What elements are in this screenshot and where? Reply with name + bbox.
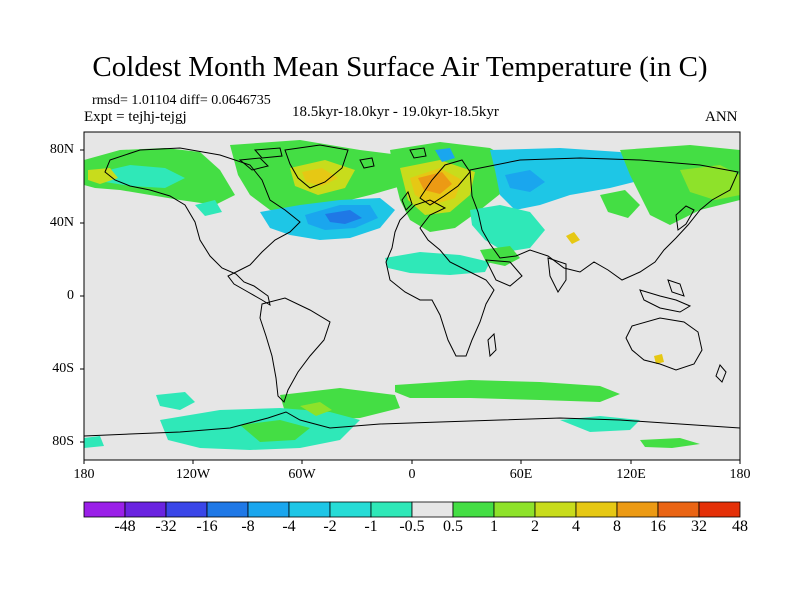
anomaly-region (490, 148, 660, 210)
anomaly-region (680, 165, 740, 200)
lon-label-120e: 120E (616, 467, 646, 482)
coastlines (84, 144, 740, 437)
anomaly-region (505, 170, 545, 192)
colorbar-label: -2 (323, 518, 337, 535)
lon-label-180e: 180 (729, 467, 751, 482)
colorbar-swatch (452, 501, 495, 518)
anomaly-region (600, 190, 640, 218)
colorbar-label: 32 (691, 518, 707, 535)
lon-label-60w: 60W (288, 467, 316, 482)
lon-label-120w: 120W (175, 467, 211, 482)
colorbar-label: -1 (364, 518, 378, 535)
colorbar-label: 16 (650, 518, 666, 535)
anomaly-region (240, 420, 310, 442)
tick-marks (80, 149, 741, 464)
lat-label-80n: 80N (49, 142, 74, 157)
anomaly-region (566, 232, 580, 244)
season-text: ANN (705, 109, 738, 125)
colorbar-swatch (493, 501, 536, 518)
period-text: 18.5kyr-18.0kyr - 19.0kyr-18.5kyr (292, 104, 499, 120)
anomaly-region (480, 246, 520, 266)
lat-label-40s: 40S (52, 361, 74, 376)
colorbar-label: -0.5 (399, 518, 425, 535)
lat-label-80s: 80S (52, 434, 74, 449)
colorbar-label: 1 (490, 518, 498, 535)
colorbar-label: 48 (732, 518, 748, 535)
lon-label-0: 0 (408, 467, 416, 482)
colorbar-label: 2 (531, 518, 539, 535)
anomaly-region (435, 148, 455, 162)
anomaly-fields-south (84, 354, 700, 450)
colorbar-swatch (165, 501, 208, 518)
colorbar-swatch (124, 501, 167, 518)
colorbar-label: 0.5 (443, 518, 463, 535)
anomaly-region (88, 168, 118, 184)
anomaly-region (302, 168, 338, 186)
map-title: Coldest Month Mean Surface Air Temperatu… (92, 51, 708, 83)
anomaly-region (84, 436, 104, 448)
colorbar-swatch (534, 501, 577, 518)
anomaly-region (195, 200, 222, 216)
colorbar-swatch (411, 501, 454, 518)
colorbar-label: -48 (114, 518, 136, 535)
anomaly-region (156, 392, 195, 410)
colorbar-swatch (288, 501, 331, 518)
anomaly-region (620, 145, 740, 225)
colorbar-label: -16 (196, 518, 218, 535)
colorbar-swatch (616, 501, 659, 518)
colorbar-label: -4 (282, 518, 296, 535)
anomaly-region (300, 402, 332, 416)
colorbar-label: -8 (241, 518, 255, 535)
lon-label-60e: 60E (509, 467, 533, 482)
colorbar-swatch (698, 501, 741, 518)
colorbar-swatch (370, 501, 413, 518)
colorbar-swatch (329, 501, 372, 518)
stats-text: rmsd= 1.01104 diff= 0.0646735 (92, 93, 271, 108)
lat-label-40n: 40N (49, 215, 74, 230)
colorbar-label: 8 (613, 518, 621, 535)
colorbar-label: 4 (572, 518, 580, 535)
colorbar-swatch (206, 501, 249, 518)
colorbar-swatch (83, 501, 126, 518)
experiment-text: Expt = tejhj-tejgj (84, 109, 187, 125)
colorbar-label: -32 (155, 518, 177, 535)
colorbar-swatch (575, 501, 618, 518)
colorbar-swatch (247, 501, 290, 518)
anomaly-region (640, 438, 700, 448)
anomaly-region (470, 205, 545, 252)
lon-label-180w: 180 (73, 467, 95, 482)
anomaly-region (325, 210, 362, 224)
colorbar-swatch (657, 501, 700, 518)
anomaly-fields-north (84, 140, 740, 275)
lat-label-0: 0 (67, 288, 74, 303)
anomaly-region (395, 380, 620, 402)
anomaly-region (654, 354, 664, 364)
